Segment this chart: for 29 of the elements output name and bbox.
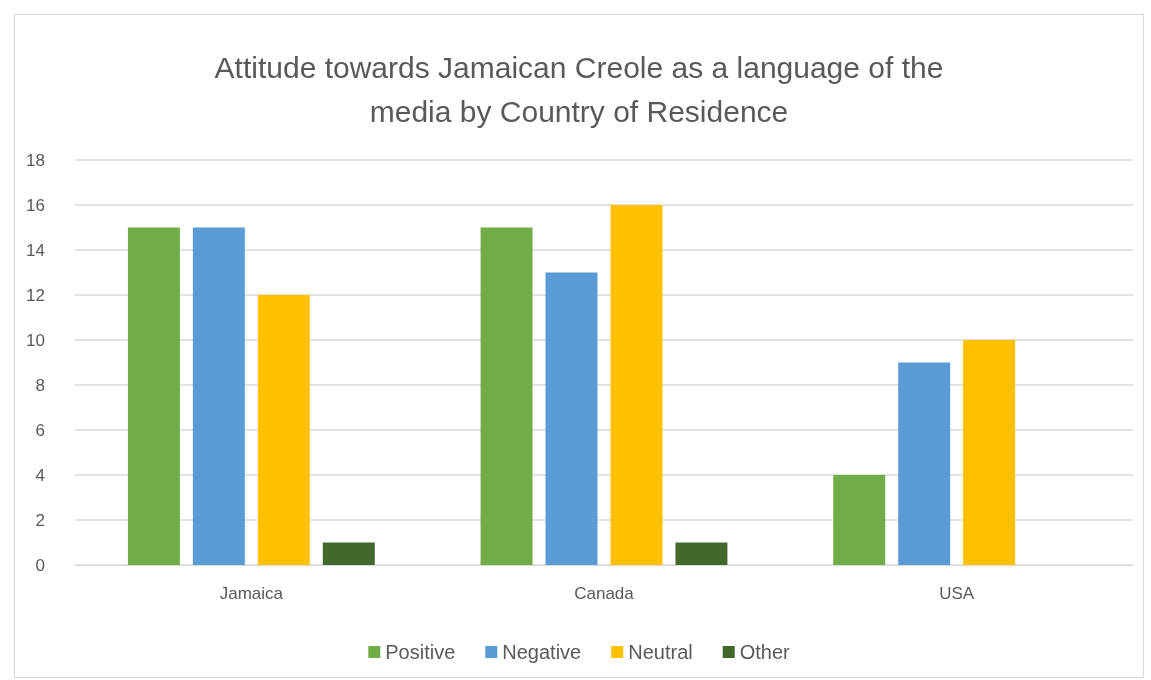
legend-label: Other (739, 641, 791, 663)
chart-title: Attitude towards Jamaican Creole as a language of the media by Country of Residence (214, 50, 944, 128)
y-tick-label: 8 (35, 375, 45, 395)
x-tick-label: Canada (574, 584, 635, 603)
y-tick-label: 14 (26, 240, 45, 260)
x-tick-label: USA (939, 584, 975, 603)
bar (257, 295, 310, 565)
x-tick-label: Jamaica (219, 584, 284, 603)
bar (898, 362, 951, 565)
y-tick-label: 12 (26, 285, 45, 305)
bar (192, 227, 245, 565)
bar (322, 542, 375, 565)
y-tick-label: 16 (26, 195, 45, 215)
bar (833, 475, 886, 565)
legend-label: Negative (502, 641, 582, 663)
bar (963, 340, 1016, 565)
legend-label: Positive (385, 641, 456, 663)
legend-label: Neutral (628, 641, 693, 663)
bar (610, 205, 663, 565)
y-tick-label: 0 (35, 555, 45, 575)
y-tick-label: 2 (35, 510, 45, 530)
bar (480, 227, 533, 565)
bar (675, 542, 728, 565)
y-tick-label: 18 (26, 150, 45, 170)
y-tick-label: 4 (35, 465, 45, 485)
bar (545, 272, 598, 565)
y-tick-label: 10 (26, 330, 45, 350)
bar (127, 227, 180, 565)
y-tick-label: 6 (35, 420, 45, 440)
